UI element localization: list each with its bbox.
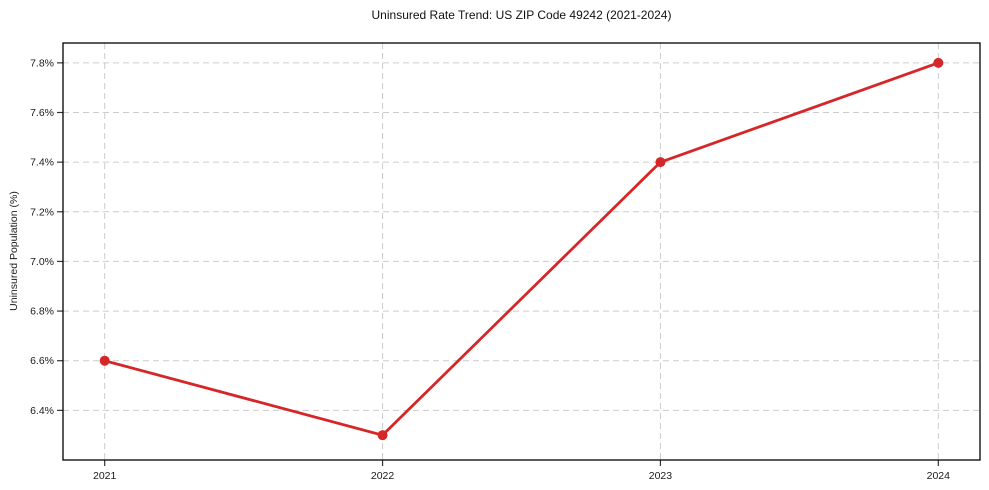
y-tick-label: 6.4% xyxy=(30,405,54,417)
plot-border xyxy=(62,42,981,461)
x-tick-label: 2022 xyxy=(371,470,395,482)
y-tick-label: 7.8% xyxy=(30,57,54,69)
chart-title: Uninsured Rate Trend: US ZIP Code 49242 … xyxy=(371,8,672,22)
trend-line xyxy=(103,61,940,437)
x-tick-label: 2021 xyxy=(93,470,117,482)
y-tick-label: 6.6% xyxy=(30,355,54,367)
y-tick-label: 7.4% xyxy=(30,157,54,169)
data-point xyxy=(655,157,666,168)
y-tick-label: 7.6% xyxy=(30,107,54,119)
x-tick-label: 2023 xyxy=(649,470,673,482)
y-tick-label: 6.8% xyxy=(30,306,54,318)
data-point xyxy=(377,430,388,441)
y-tick-label: 7.2% xyxy=(30,206,54,218)
data-point xyxy=(933,57,944,68)
x-tick-label: 2024 xyxy=(927,470,951,482)
data-point xyxy=(99,355,110,366)
y-tick-label: 7.0% xyxy=(30,256,54,268)
